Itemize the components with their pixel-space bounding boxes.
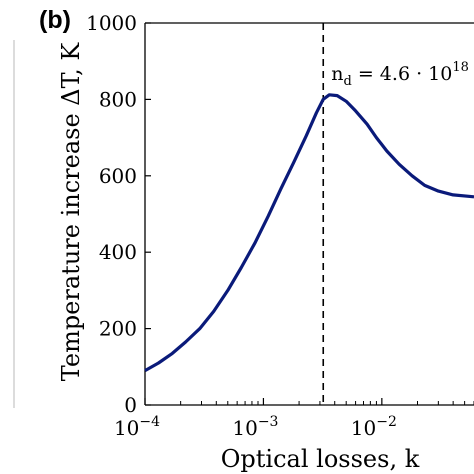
panel-label: (b): [39, 6, 71, 34]
plot-area: nd = 4.6 · 1018: [144, 22, 474, 406]
series-line: [144, 93, 474, 372]
y-axis-label: Temperature increase ΔT, K: [57, 42, 85, 382]
y-tick-label: 1000: [86, 11, 137, 35]
x-tick-label: 10−4: [114, 414, 160, 440]
x-tick-label: 10−3: [232, 414, 278, 440]
y-tick-label: 800: [99, 87, 137, 111]
y-axis-ticks: 0 200 400 600 800 1000: [86, 11, 151, 417]
y-tick-label: 400: [99, 240, 137, 264]
x-tick-label: 10−2: [351, 414, 397, 440]
x-axis-ticks: 10−4 10−3 10−2: [114, 398, 474, 440]
y-tick-label: 200: [99, 317, 137, 341]
x-axis-label: Optical losses, k: [221, 445, 420, 473]
annotation-text: nd = 4.6 · 1018: [331, 60, 469, 89]
y-tick-label: 0: [124, 393, 137, 417]
y-tick-label: 600: [99, 164, 137, 188]
